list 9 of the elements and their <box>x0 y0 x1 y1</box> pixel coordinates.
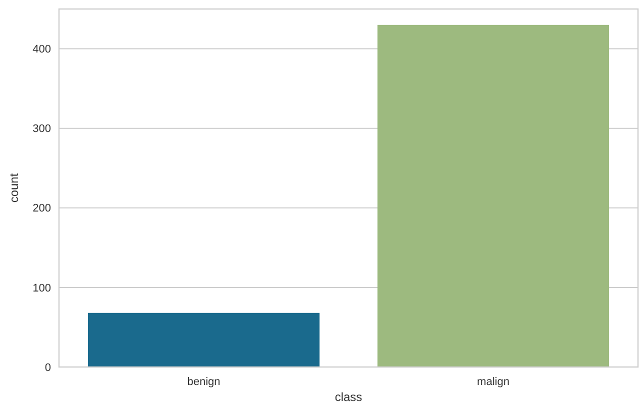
x-tick-label: malign <box>477 376 510 388</box>
y-tick-label: 300 <box>32 123 51 136</box>
x-axis-title: class <box>334 390 362 404</box>
x-tick-label: benign <box>187 376 220 388</box>
y-tick-label: 100 <box>32 282 51 294</box>
y-tick-label: 0 <box>44 362 51 374</box>
y-tick-label: 200 <box>32 202 51 215</box>
y-axis-title: count <box>7 172 21 203</box>
y-tick-label: 400 <box>32 44 51 56</box>
